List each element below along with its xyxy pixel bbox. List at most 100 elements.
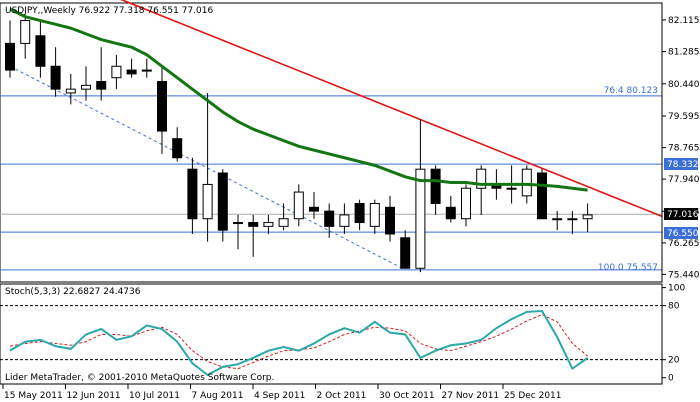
candle-body <box>278 218 289 227</box>
candle-body <box>217 172 228 231</box>
candle-body <box>430 168 441 204</box>
candle-body <box>369 202 380 227</box>
candle <box>263 214 274 234</box>
candle <box>567 211 578 234</box>
candle <box>354 199 365 231</box>
candle <box>476 165 487 215</box>
candle <box>141 58 152 78</box>
stoch-lines <box>0 305 662 377</box>
time-tick-label: 2 Oct 2011 <box>317 391 367 401</box>
candle-body <box>248 222 259 227</box>
price-tick-label: 79.595 <box>668 112 700 122</box>
price-tick-label: 81.285 <box>668 48 700 58</box>
candle-body <box>126 69 137 75</box>
candle-body <box>400 237 411 269</box>
candle-body <box>476 168 487 189</box>
copyright-text: Lider MetaTrader, © 2001-2010 MetaQuotes… <box>5 373 274 383</box>
candle-body <box>339 214 350 227</box>
candle <box>65 73 76 105</box>
stoch-window[interactable]: Stoch(5,3,3) 22.6827 24.4736 Lider MetaT… <box>0 283 663 385</box>
candle-body <box>111 65 122 79</box>
price-window-frame <box>0 2 663 283</box>
candle-body <box>552 218 563 221</box>
candle <box>461 184 471 227</box>
candle <box>400 230 411 269</box>
candle <box>111 54 122 90</box>
candle-body <box>35 35 46 67</box>
candle-body <box>50 65 61 90</box>
candle <box>248 214 259 257</box>
candle <box>35 20 46 78</box>
stoch-tick-label: 0 <box>668 374 674 384</box>
candle-body <box>385 206 395 235</box>
time-tick-label: 30 Oct 2011 <box>379 391 435 401</box>
candle-body <box>5 42 15 71</box>
candle <box>172 127 183 162</box>
candle <box>415 119 426 273</box>
price-tick-label: 82.115 <box>668 16 700 26</box>
candle-body <box>506 187 517 190</box>
svg-text:76.550: 76.550 <box>667 229 699 239</box>
price-window[interactable]: USDJPY,,Weekly 76.922 77.318 76.551 77.0… <box>0 0 663 283</box>
level-label-2: 100.0 75.557 <box>598 263 658 273</box>
candle-body <box>445 206 456 220</box>
candle <box>81 66 91 101</box>
price-tag-78-332: 78.332 <box>664 158 699 170</box>
svg-text:77.016: 77.016 <box>667 210 699 220</box>
candle <box>20 16 31 59</box>
candle <box>445 195 456 223</box>
moving-average <box>9 7 588 192</box>
price-tag-76-550: 76.550 <box>664 227 699 239</box>
candle-body <box>582 214 593 220</box>
candle-body <box>324 210 335 227</box>
candle <box>293 184 304 227</box>
candle <box>430 165 441 215</box>
level-labels: 76.4 80.123 100.0 75.557 <box>598 86 658 273</box>
candle-body <box>96 81 107 90</box>
candle-body <box>293 191 304 220</box>
candle <box>385 195 395 242</box>
time-tick-label: 27 Nov 2011 <box>442 391 500 401</box>
candle <box>324 203 335 238</box>
time-tick-label: 25 Dec 2011 <box>504 391 562 401</box>
candle-body <box>202 183 213 220</box>
ma-line <box>9 7 588 192</box>
candle <box>96 47 107 101</box>
time-tick-label: 12 Jun 2011 <box>67 391 121 401</box>
candle <box>50 47 61 97</box>
candle <box>339 203 350 234</box>
candle <box>278 203 289 231</box>
candle-body <box>81 84 91 90</box>
candle-body <box>461 187 471 220</box>
svg-text:78.332: 78.332 <box>667 160 699 170</box>
price-tick-label: 76.265 <box>668 239 700 249</box>
time-tick-label: 7 Aug 2011 <box>192 391 244 401</box>
candle-body <box>567 218 578 221</box>
stoch-axis: 100 80 20 0 <box>661 284 685 384</box>
candle-body <box>537 172 547 220</box>
price-tick-label: 80.440 <box>668 80 700 90</box>
candle-body <box>65 88 76 94</box>
stoch-tick-label: 100 <box>668 284 685 294</box>
candle <box>187 157 198 234</box>
candle-body <box>354 202 365 224</box>
time-tick-label: 4 Sep 2011 <box>254 391 305 401</box>
candle <box>582 203 593 233</box>
candle <box>309 192 319 219</box>
trend-line[interactable] <box>40 0 663 218</box>
candle-body <box>263 222 274 227</box>
price-tag-current: 77.016 <box>664 208 699 220</box>
candle-body <box>233 222 243 225</box>
candle <box>537 169 547 220</box>
red-trend-line <box>120 0 663 218</box>
candle-body <box>415 168 426 269</box>
time-axis: 15 May 2011 12 Jun 2011 10 Jul 2011 7 Aug 2… <box>2 384 562 401</box>
candle-body <box>20 20 31 44</box>
time-tick-label: 15 May 2011 <box>4 391 63 401</box>
stoch-tick-label: 80 <box>668 302 680 312</box>
candle-body <box>172 138 183 159</box>
candle <box>217 169 228 242</box>
candle-body <box>187 168 198 220</box>
candle <box>552 211 563 231</box>
